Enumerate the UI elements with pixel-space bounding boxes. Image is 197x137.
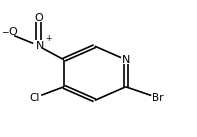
Text: O: O — [8, 27, 17, 37]
Text: O: O — [34, 13, 43, 23]
Text: −: − — [1, 27, 9, 36]
Text: N: N — [122, 55, 130, 65]
Text: Br: Br — [152, 93, 163, 103]
Text: N: N — [35, 41, 44, 51]
Text: Cl: Cl — [30, 93, 40, 103]
Text: +: + — [46, 34, 52, 43]
